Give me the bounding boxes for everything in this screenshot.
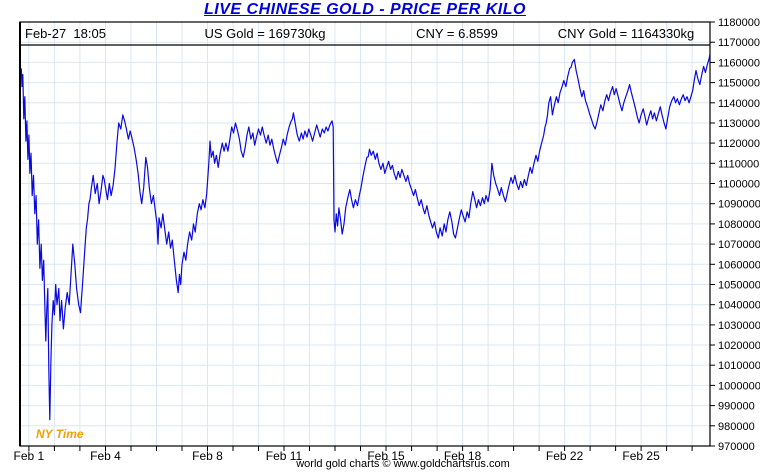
y-tick-label: 990000 [718,401,755,413]
ny-time-label: NY Time [36,427,84,441]
quote-timestamp: Feb-27 18:05 [25,26,106,41]
price-line [20,53,710,421]
y-tick-label: 1180000 [718,17,760,29]
y-tick-label: 1050000 [718,280,760,292]
x-tick-label: Feb 11 [266,449,303,463]
y-tick-label: 1030000 [718,320,760,332]
x-tick-label: Feb 25 [622,449,660,463]
x-tick-label: Feb 18 [444,449,482,463]
y-tick-label: 970000 [718,441,755,453]
attribution-footer: world gold charts © www.goldchartsrus.co… [296,458,510,470]
y-tick-label: 1040000 [718,300,760,312]
y-tick-label: 1080000 [718,219,760,231]
y-tick-label: 1160000 [718,57,760,69]
chart-title: LIVE CHINESE GOLD - PRICE PER KILO [204,1,526,18]
plot-border [19,21,711,447]
y-tick-label: 1010000 [718,360,760,372]
cny-rate-quote: CNY = 6.8599 [416,26,498,41]
y-tick-label: 1070000 [718,239,760,251]
y-tick-label: 1120000 [718,138,760,150]
y-tick-label: 1060000 [718,259,760,271]
y-tick-label: 1100000 [718,179,760,191]
y-tick-label: 1020000 [718,340,760,352]
x-tick-label: Feb 8 [192,449,223,463]
x-tick-label: Feb 1 [14,449,45,463]
us-gold-quote: US Gold = 169730kg [204,26,326,41]
y-tick-label: 1150000 [718,78,760,90]
x-tick-label: Feb 22 [546,449,584,463]
cny-gold-quote: CNY Gold = 1164330kg [557,26,695,41]
x-tick-label: Feb 15 [367,449,405,463]
y-tick-label: 1170000 [718,37,760,49]
y-tick-label: 1000000 [718,380,760,392]
y-tick-label: 1140000 [718,98,760,110]
y-tick-label: 1110000 [718,158,759,170]
y-tick-label: 980000 [718,421,755,433]
y-tick-label: 1090000 [718,199,760,211]
x-tick-label: Feb 4 [90,449,121,463]
y-tick-label: 1130000 [718,118,760,130]
